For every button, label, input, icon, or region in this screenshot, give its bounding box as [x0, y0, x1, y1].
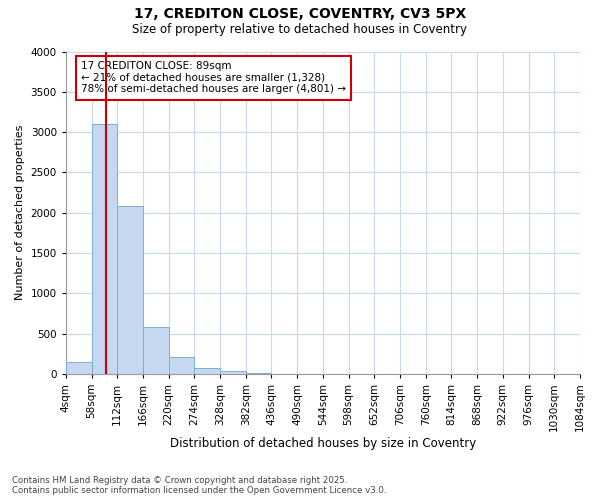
- Text: Size of property relative to detached houses in Coventry: Size of property relative to detached ho…: [133, 22, 467, 36]
- Bar: [194, 368, 220, 374]
- Bar: [220, 370, 246, 374]
- Text: Contains HM Land Registry data © Crown copyright and database right 2025.
Contai: Contains HM Land Registry data © Crown c…: [12, 476, 386, 495]
- Bar: [246, 373, 271, 374]
- Text: 17, CREDITON CLOSE, COVENTRY, CV3 5PX: 17, CREDITON CLOSE, COVENTRY, CV3 5PX: [134, 8, 466, 22]
- Bar: [169, 357, 194, 374]
- Bar: [92, 124, 117, 374]
- X-axis label: Distribution of detached houses by size in Coventry: Distribution of detached houses by size …: [170, 437, 476, 450]
- Bar: [66, 362, 92, 374]
- Bar: [143, 327, 169, 374]
- Bar: [117, 206, 143, 374]
- Y-axis label: Number of detached properties: Number of detached properties: [15, 125, 25, 300]
- Text: 17 CREDITON CLOSE: 89sqm
← 21% of detached houses are smaller (1,328)
78% of sem: 17 CREDITON CLOSE: 89sqm ← 21% of detach…: [81, 61, 346, 94]
